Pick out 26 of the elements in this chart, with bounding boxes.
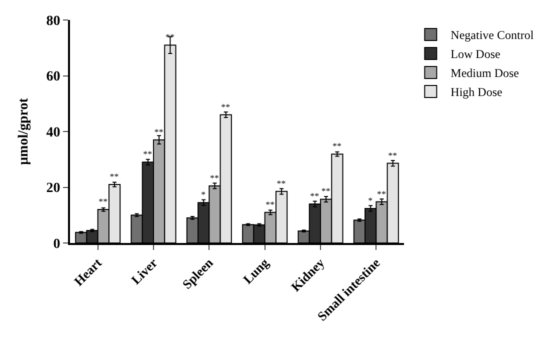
data-label: ** — [143, 149, 153, 160]
data-label: ** — [388, 150, 398, 160]
y-tick-label: 0 — [53, 236, 60, 252]
data-label: * — [201, 190, 206, 200]
data-label: ** — [210, 172, 220, 183]
y-tick-label: 80 — [46, 14, 60, 29]
data-label: ** — [165, 32, 175, 42]
data-label: ** — [376, 188, 386, 199]
data-label: ** — [310, 190, 320, 201]
legend-label: High Dose — [450, 85, 502, 100]
data-label: ** — [332, 141, 342, 152]
data-label: ** — [321, 186, 331, 196]
data-label: ** — [266, 199, 276, 210]
data-label: ** — [154, 126, 164, 137]
data-label: * — [368, 195, 374, 206]
legend-label: Medium Dose — [450, 66, 520, 80]
data-label: ** — [221, 102, 231, 112]
data-label: ** — [98, 196, 108, 207]
y-tick-label: 60 — [46, 70, 60, 85]
legend-label: Low Dose — [450, 47, 500, 62]
data-label: ** — [110, 171, 120, 182]
data-label: ** — [276, 178, 286, 188]
y-tick-label: 20 — [46, 181, 60, 196]
legend-label: Negative Control — [450, 28, 534, 42]
y-axis-title: μmol/gprot — [16, 98, 32, 165]
y-tick-label: 40 — [46, 125, 60, 140]
